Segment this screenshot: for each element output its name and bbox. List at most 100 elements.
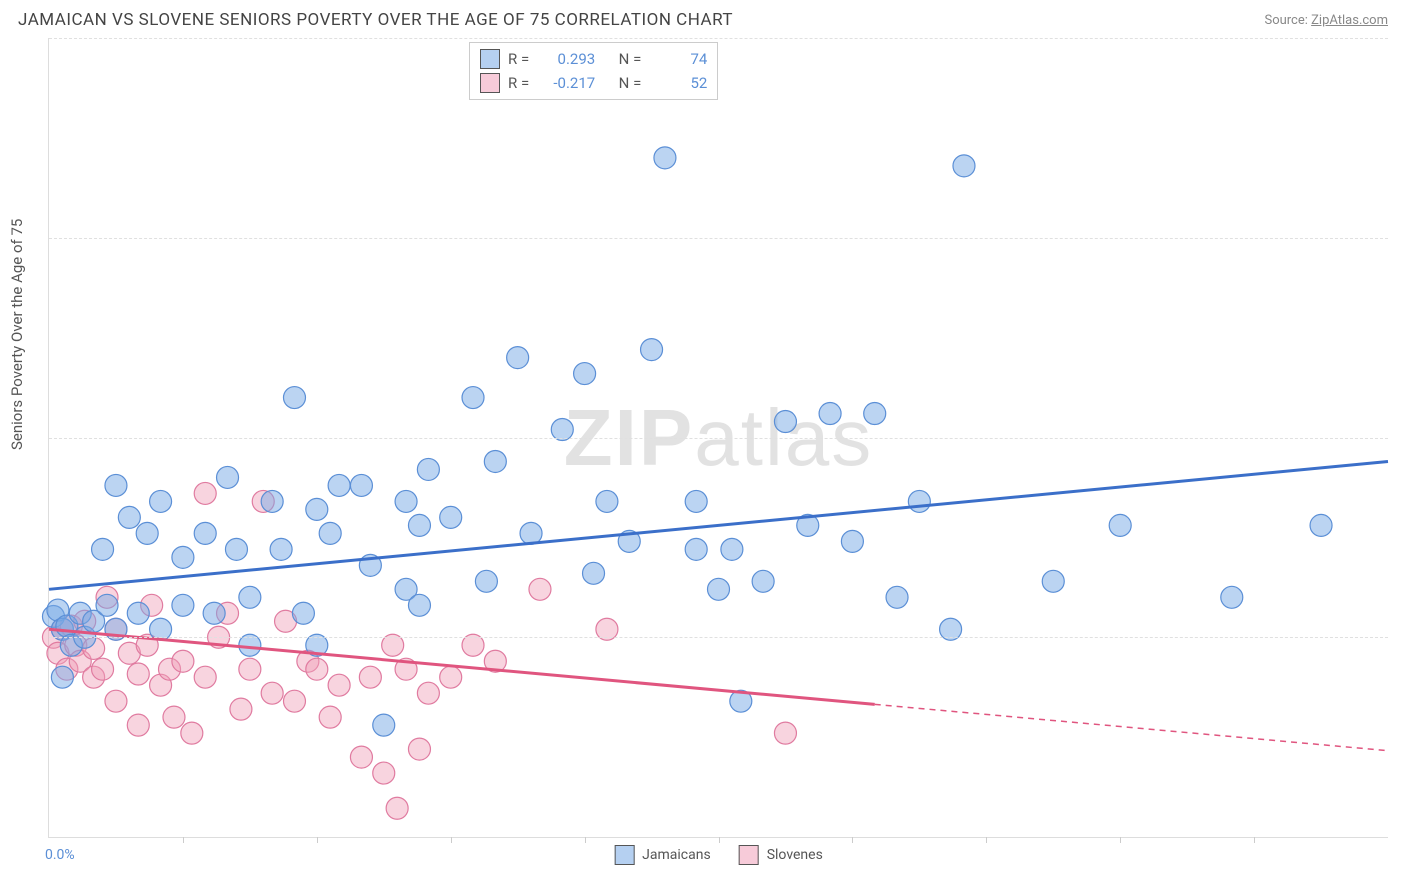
data-point [408,738,430,760]
data-point [1109,514,1131,536]
legend-label: Slovenes [767,847,823,863]
data-point [641,339,663,361]
data-point [92,658,114,680]
regression-line [49,461,1388,589]
regression-line [875,704,1388,750]
gridline-h [49,238,1388,239]
data-point [408,514,430,536]
x-tick-mark [451,837,452,843]
data-point [92,538,114,560]
data-point [386,797,408,819]
data-point [1042,570,1064,592]
data-point [507,347,529,369]
data-point [328,674,350,696]
data-point [283,690,305,712]
data-point [118,506,140,528]
data-point [328,474,350,496]
data-point [127,602,149,624]
data-point [708,578,730,600]
x-tick-mark [719,837,720,843]
data-point [203,602,225,624]
data-point [864,403,886,425]
source-prefix: Source: [1264,13,1311,28]
x-tick-label: 0.0% [45,847,75,863]
data-point [105,474,127,496]
data-point [819,403,841,425]
data-point [654,147,676,169]
data-point [395,490,417,512]
source-link[interactable]: ZipAtlas.com [1311,13,1388,28]
data-point [774,722,796,744]
data-point [350,746,372,768]
data-point [261,490,283,512]
data-point [752,570,774,592]
chart-header: JAMAICAN VS SLOVENE SENIORS POVERTY OVER… [0,0,1406,38]
data-point [306,498,328,520]
bottom-legend: Jamaicans Slovenes [614,845,823,865]
x-tick-mark [317,837,318,843]
data-point [574,363,596,385]
chart-plot-area: ZIPatlas R = 0.293 N = 74 R = -0.217 N =… [48,38,1388,838]
gridline-h [49,438,1388,439]
legend-label: Jamaicans [642,847,711,863]
data-point [225,538,247,560]
data-point [685,490,707,512]
data-point [529,578,551,600]
data-point [1221,586,1243,608]
data-point [408,594,430,616]
data-point [292,602,314,624]
data-point [440,666,462,688]
data-point [217,466,239,488]
data-point [721,538,743,560]
chart-title: JAMAICAN VS SLOVENE SENIORS POVERTY OVER… [18,10,733,30]
data-point [230,698,252,720]
data-point [239,586,261,608]
x-tick-mark [1254,837,1255,843]
data-point [127,714,149,736]
data-point [359,666,381,688]
data-point [350,474,372,496]
data-point [475,570,497,592]
data-point [172,546,194,568]
data-point [194,666,216,688]
data-point [181,722,203,744]
y-axis-title: Seniors Poverty Over the Age of 75 [8,219,26,450]
data-point [194,482,216,504]
data-point [283,387,305,409]
data-point [306,658,328,680]
data-point [462,387,484,409]
data-point [150,490,172,512]
data-point [841,530,863,552]
legend-item-slovenes: Slovenes [739,845,823,865]
x-tick-mark [183,837,184,843]
data-point [261,682,283,704]
data-point [886,586,908,608]
x-tick-mark [852,837,853,843]
data-point [1310,514,1332,536]
data-point [239,658,261,680]
legend-item-jamaicans: Jamaicans [614,845,711,865]
source-attribution: Source: ZipAtlas.com [1264,13,1388,28]
data-point [105,690,127,712]
data-point [596,490,618,512]
data-point [908,490,930,512]
data-point [953,155,975,177]
data-point [172,650,194,672]
x-tick-mark [585,837,586,843]
data-point [583,562,605,584]
data-point [127,663,149,685]
x-tick-mark [986,837,987,843]
gridline-h [49,38,1388,39]
data-point [172,594,194,616]
data-point [136,522,158,544]
data-point [96,594,118,616]
data-point [163,706,185,728]
legend-swatch-pink [739,845,759,865]
data-point [194,522,216,544]
data-point [440,506,462,528]
gridline-h [49,637,1388,638]
data-point [319,522,341,544]
data-point [685,538,707,560]
data-point [270,538,292,560]
data-point [417,458,439,480]
